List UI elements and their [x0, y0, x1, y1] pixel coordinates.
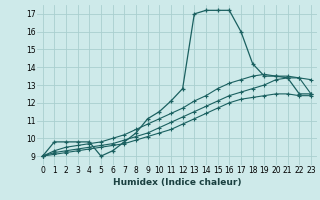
X-axis label: Humidex (Indice chaleur): Humidex (Indice chaleur) — [113, 178, 241, 187]
